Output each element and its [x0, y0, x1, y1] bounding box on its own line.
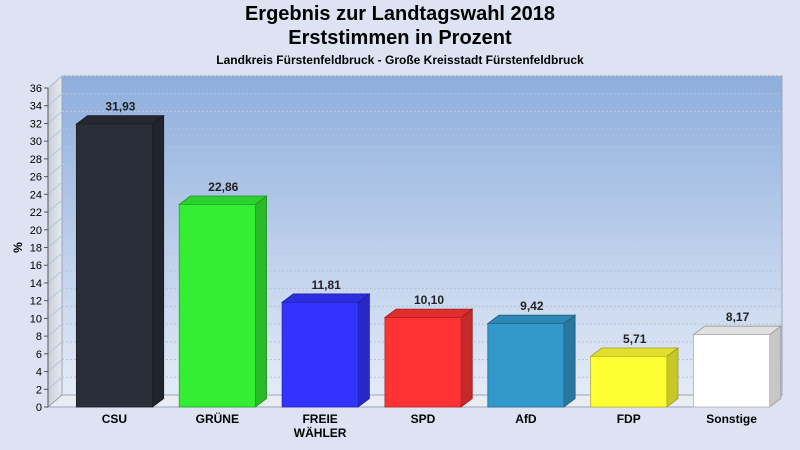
- gridline-side: [47, 341, 63, 355]
- gridline-side: [47, 270, 63, 284]
- y-tick-label: 8: [36, 331, 42, 343]
- gridline-side: [47, 306, 63, 319]
- gridline-side: [47, 199, 63, 213]
- bar: [487, 323, 565, 408]
- bar-value-label: 8,17: [726, 310, 750, 324]
- x-tick-label: SPD: [411, 412, 436, 426]
- y-tick-label: 16: [30, 260, 42, 272]
- bar-value-label: 22,86: [208, 180, 238, 194]
- gridline-side: [47, 359, 63, 372]
- y-tick-label: 34: [30, 101, 42, 113]
- bar-side: [254, 195, 267, 408]
- bar-side: [460, 308, 473, 408]
- chart-title-line2: Erststimmen in Prozent: [288, 27, 512, 49]
- y-tick-label: 24: [30, 189, 42, 201]
- y-tick-label: 6: [36, 349, 42, 361]
- bar: [693, 334, 771, 408]
- bar: [590, 356, 668, 408]
- bar-top: [75, 115, 165, 125]
- x-tick-label: CSU: [102, 412, 127, 426]
- gridline-side: [47, 93, 63, 107]
- gridline-side: [47, 288, 63, 302]
- y-tick-label: 14: [30, 278, 42, 290]
- bar-top: [589, 347, 680, 357]
- bar-top: [280, 293, 371, 303]
- bar-side: [152, 114, 165, 408]
- y-tick-label: 28: [30, 154, 42, 166]
- gridline-side: [47, 235, 63, 248]
- x-tick-label: FDP: [617, 412, 641, 426]
- chart-subtitle: Landkreis Fürstenfeldbruck - Große Kreis…: [216, 53, 584, 67]
- gridline-side: [47, 128, 63, 142]
- bar-top: [486, 314, 577, 324]
- gridline-side: [47, 146, 63, 160]
- gridline-side: [47, 75, 63, 89]
- bar-top: [178, 195, 268, 205]
- y-tick-label: 2: [36, 384, 42, 396]
- x-tick-label: FREIE: [302, 412, 337, 426]
- bar-side: [769, 325, 782, 408]
- chart-title: Ergebnis zur Landtagswahl 2018: [244, 3, 556, 25]
- y-tick-label: 32: [30, 118, 42, 130]
- y-tick-label: 4: [36, 367, 42, 379]
- y-tick-label: 20: [30, 225, 42, 237]
- y-tick-label: 36: [30, 83, 42, 95]
- bar-value-label: 9,42: [520, 299, 544, 313]
- x-tick-label: Sonstige: [706, 412, 757, 426]
- bar-side: [563, 314, 576, 408]
- bar: [178, 204, 256, 408]
- y-tick-label: 30: [30, 136, 42, 148]
- bar-value-label: 11,81: [311, 278, 341, 292]
- bar-value-label: 10,10: [414, 293, 444, 307]
- gridline-side: [47, 164, 63, 177]
- x-tick-label: GRÜNE: [196, 411, 239, 426]
- bar-top: [383, 308, 474, 318]
- bar: [384, 317, 462, 408]
- gridline-side: [47, 323, 63, 337]
- gridline-side: [47, 181, 63, 195]
- bar-side: [666, 347, 679, 408]
- x-tick-label: WÄHLER: [294, 425, 347, 440]
- gridline-side: [47, 217, 63, 231]
- gridline-side: [47, 376, 63, 390]
- y-axis-title: %: [11, 242, 25, 253]
- y-tick-label: 22: [30, 207, 42, 219]
- bar: [75, 123, 153, 408]
- bar-side: [357, 293, 370, 408]
- gridline-side: [47, 252, 63, 266]
- y-tick-label: 18: [30, 243, 42, 255]
- y-tick-label: 12: [30, 296, 42, 308]
- bar-value-label: 5,71: [623, 332, 647, 346]
- bar-top: [692, 325, 783, 336]
- bar-value-label: 31,93: [105, 100, 135, 114]
- bar: [281, 301, 359, 408]
- y-tick-label: 0: [36, 402, 42, 414]
- gridline-side: [47, 111, 63, 124]
- y-tick-label: 26: [30, 172, 42, 184]
- y-tick-label: 10: [30, 313, 42, 325]
- x-tick-label: AfD: [515, 412, 537, 426]
